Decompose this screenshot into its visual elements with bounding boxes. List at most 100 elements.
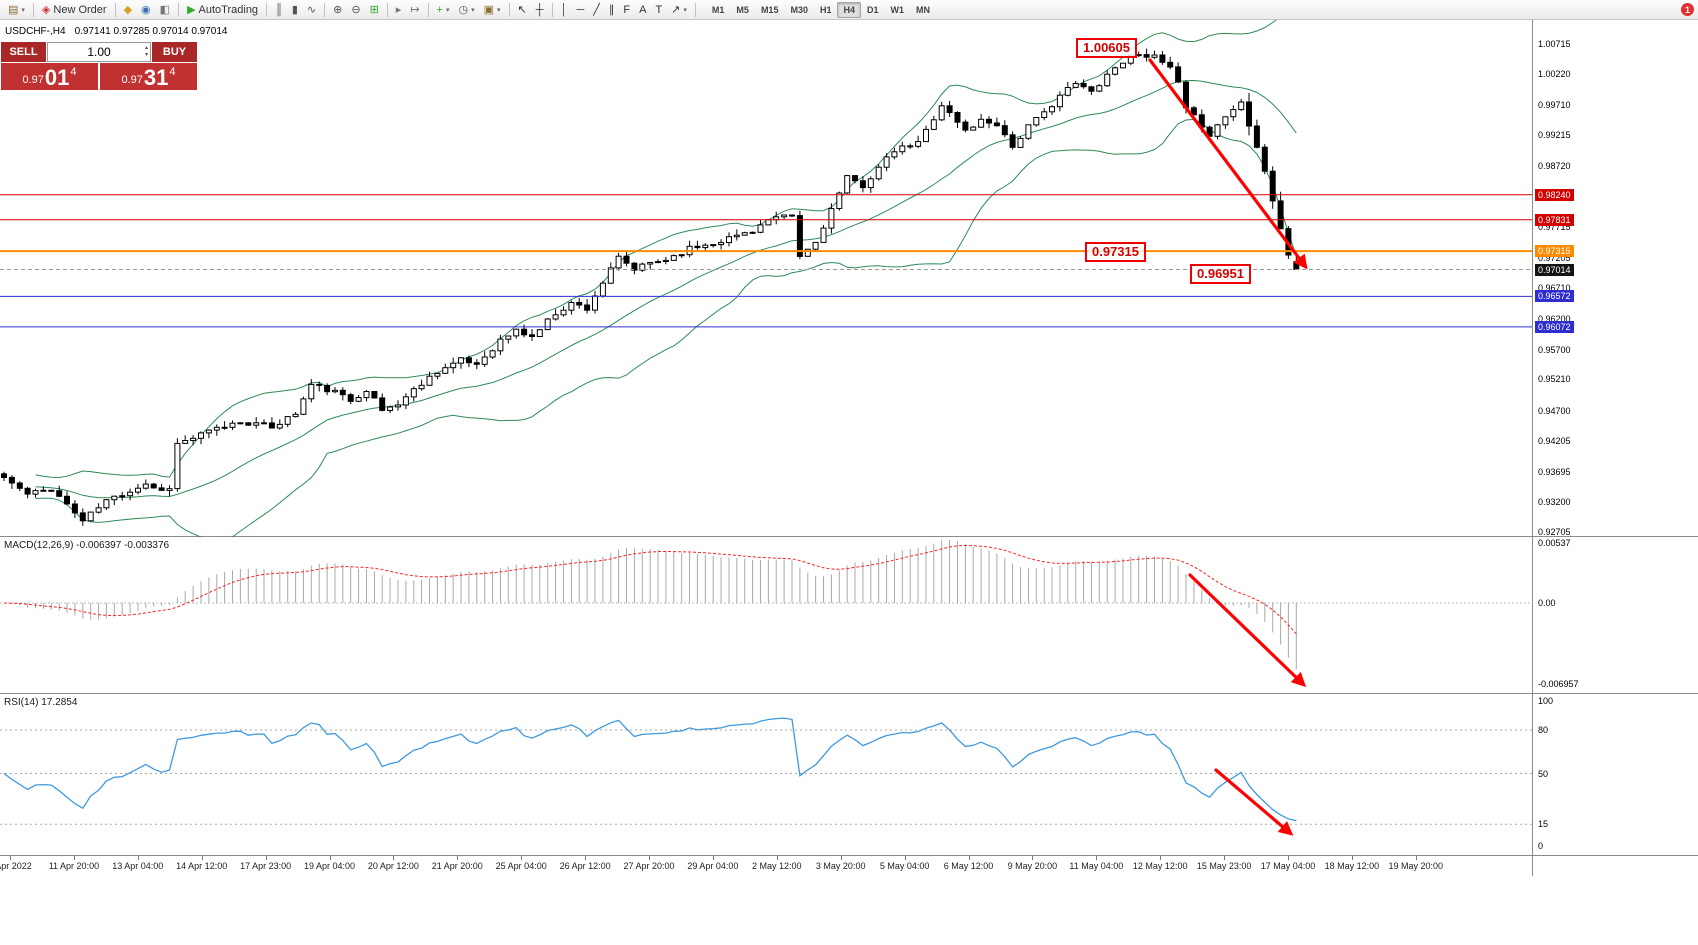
scale-tick: 1.00220 xyxy=(1538,69,1571,80)
time-label: 11 May 04:00 xyxy=(1069,861,1124,871)
time-label: 26 Apr 12:00 xyxy=(559,861,611,871)
zoom-out-button[interactable]: ⊖ xyxy=(347,1,364,19)
toolbar-separator xyxy=(266,2,268,17)
new-order-button[interactable]: ◈ New Order xyxy=(38,1,111,19)
text-tool-button[interactable]: A xyxy=(635,1,650,19)
time-label: 19 May 20:00 xyxy=(1388,861,1444,871)
arrows-tool-button[interactable]: ↗ ▾ xyxy=(667,1,691,19)
scale-separator xyxy=(1532,20,1533,876)
sell-price-panel[interactable]: 0.97 01 4 xyxy=(1,63,98,90)
price-annotation[interactable]: 0.97315 xyxy=(1085,242,1146,262)
timeframe-group: M1 M5 M15 M30 H1 H4 D1 W1 MN xyxy=(706,1,936,18)
bar-chart-mode-button[interactable]: ║ xyxy=(271,1,287,19)
time-label: 2 May 12:00 xyxy=(752,861,802,871)
sell-button[interactable]: SELL xyxy=(1,42,46,62)
scale-tick: 0.99710 xyxy=(1538,100,1571,111)
chart-window-button[interactable]: ▤ ▾ xyxy=(4,1,29,19)
time-label: 27 Apr 20:00 xyxy=(623,861,675,871)
fibonacci-icon: F xyxy=(623,3,631,16)
horizontal-line-button[interactable]: ─ xyxy=(572,1,588,19)
candlestick-mode-button[interactable]: ▮ xyxy=(288,1,302,19)
crosshair-button[interactable]: ┼ xyxy=(532,1,548,19)
volume-down-button[interactable]: ▾ xyxy=(144,52,148,58)
caret-down-icon: ▾ xyxy=(471,6,475,14)
indicators-button[interactable]: + ▾ xyxy=(433,1,454,19)
buy-price-panel[interactable]: 0.97 31 4 xyxy=(100,63,197,90)
text-label-button[interactable]: T xyxy=(651,1,666,19)
data-window-button[interactable]: ◧ xyxy=(156,1,174,19)
caret-down-icon: ▾ xyxy=(683,6,687,14)
time-label: 13 Apr 04:00 xyxy=(112,861,164,871)
autotrading-icon: ▶ xyxy=(187,3,196,16)
timeframe-m15-button[interactable]: M15 xyxy=(760,4,779,15)
notification-badge[interactable]: 1 xyxy=(1681,3,1694,16)
volume-up-button[interactable]: ▴ xyxy=(144,45,148,51)
timeframe-w1-button[interactable]: W1 xyxy=(890,4,905,15)
price-annotation[interactable]: 0.96951 xyxy=(1190,264,1251,284)
volume-field[interactable]: 1.00 ▴ ▾ xyxy=(47,42,151,62)
autotrading-button[interactable]: ▶ AutoTrading xyxy=(183,1,262,19)
toolbar-separator xyxy=(508,2,510,17)
symbol-title: USDCHF-,H4 xyxy=(5,26,66,37)
time-label: 19 Apr 04:00 xyxy=(303,861,356,871)
expert-advisors-button[interactable]: ◆ xyxy=(120,1,136,19)
time-tick xyxy=(1224,856,1226,860)
time-tick xyxy=(1160,856,1162,860)
buy-price-prefix: 0.97 xyxy=(121,74,143,86)
time-tick xyxy=(776,856,778,860)
timeframe-m5-button[interactable]: M5 xyxy=(736,4,749,15)
timeframe-mn-button[interactable]: MN xyxy=(916,4,931,15)
time-tick xyxy=(265,856,267,860)
time-label: 5 May 04:00 xyxy=(879,861,930,871)
equidistant-channel-button[interactable]: ∥ xyxy=(605,1,619,19)
timeframe-h1-button[interactable]: H1 xyxy=(819,4,832,15)
toolbar-separator xyxy=(324,2,326,17)
buy-button[interactable]: BUY xyxy=(152,42,197,62)
macd-canvas[interactable] xyxy=(0,537,1532,694)
time-axis[interactable]: 8 Apr 2022 11 Apr 20:00 13 Apr 04:00 14 Apr… xyxy=(0,856,1698,876)
price-scale[interactable]: 1.00715 1.00220 0.99710 0.99215 0.98720 0.977… xyxy=(1533,20,1697,537)
periods-button[interactable]: ◷ ▾ xyxy=(455,1,479,19)
macd-scale[interactable]: 0.00537 0.00 -0.006957 xyxy=(1533,537,1697,693)
tile-windows-button[interactable]: ⊞ xyxy=(366,1,383,19)
toolbar-separator xyxy=(551,2,553,17)
time-tick xyxy=(1288,856,1289,860)
trendline-button[interactable]: ╱ xyxy=(589,1,604,19)
zoom-in-icon: ⊕ xyxy=(333,3,343,16)
auto-scroll-button[interactable]: ▸ xyxy=(392,1,406,19)
time-label: 25 Apr 04:00 xyxy=(495,861,547,871)
fibonacci-button[interactable]: F xyxy=(619,1,634,19)
templates-button[interactable]: ▣ ▾ xyxy=(480,1,505,19)
scale-tick: -0.006957 xyxy=(1538,678,1579,689)
buy-price-digits: 31 xyxy=(143,65,169,90)
timeframe-d1-button[interactable]: D1 xyxy=(867,4,879,15)
toolbar: ▤ ▾ ◈ New Order ◆ ◉ ◧ ▶ AutoTrading ║ ▮ ∿ ⊕ ⊖ ⊞ ▸ ↦ + ▾ ◷ ▾ ▣… xyxy=(0,0,1698,20)
horizontal-line-icon: ─ xyxy=(576,3,585,16)
scale-tick: 50 xyxy=(1538,768,1549,779)
price-annotation[interactable]: 1.00605 xyxy=(1076,38,1137,58)
price-chart-canvas[interactable] xyxy=(0,20,1532,537)
scale-tick: 0.96710 xyxy=(1538,283,1571,293)
timeframe-m1-button[interactable]: M1 xyxy=(711,4,725,15)
line-chart-mode-button[interactable]: ∿ xyxy=(303,1,320,19)
text-label-icon: T xyxy=(655,3,663,16)
rsi-canvas[interactable] xyxy=(0,694,1532,856)
cursor-button[interactable]: ↖ xyxy=(514,1,531,19)
timeframe-h4-button[interactable]: H4 xyxy=(837,1,861,18)
rsi-scale[interactable]: 100 80 50 15 0 xyxy=(1533,694,1697,855)
scale-tick: 0.97205 xyxy=(1538,252,1571,263)
scale-tick: 1.00715 xyxy=(1538,39,1571,49)
timeframe-m30-button[interactable]: M30 xyxy=(790,4,808,15)
zoom-out-icon: ⊖ xyxy=(351,3,361,16)
chart-shift-button[interactable]: ↦ xyxy=(406,1,423,19)
bar-chart-mode-icon: ║ xyxy=(275,3,283,16)
price-chart-panel[interactable]: USDCHF-,H4 0.97141 0.97285 0.97014 0.9701… xyxy=(0,20,1698,537)
zoom-in-button[interactable]: ⊕ xyxy=(329,1,346,19)
vertical-line-button[interactable]: │ xyxy=(557,1,572,19)
macd-indicator-panel[interactable]: MACD(12,26,9) -0.006397 -0.003376 0.0053… xyxy=(0,537,1698,694)
rsi-indicator-panel[interactable]: RSI(14) 17.2854 100 80 50 15 0 xyxy=(0,694,1698,856)
profiles-button[interactable]: ◉ xyxy=(137,1,155,19)
scale-tick: 0.97715 xyxy=(1538,221,1571,232)
scale-tick: 80 xyxy=(1538,725,1549,735)
